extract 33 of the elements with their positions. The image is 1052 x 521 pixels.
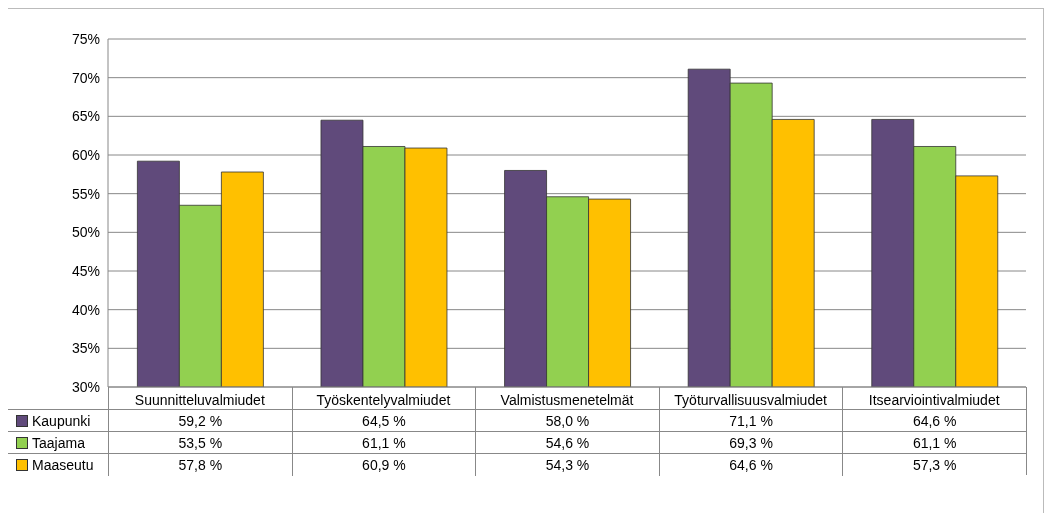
legend-label: Kaupunki <box>32 413 91 429</box>
data-label: 64,5 % <box>291 410 476 432</box>
y-tick-label: 35% <box>71 340 100 357</box>
data-label: 57,8 % <box>108 454 292 476</box>
data-label: 69,3 % <box>658 432 843 454</box>
y-tick-label: 55% <box>71 185 100 202</box>
data-label: 61,1 % <box>842 432 1026 454</box>
x-tick-label: Suunnitteluvalmiudet <box>134 391 265 408</box>
data-label: 54,3 % <box>475 454 659 476</box>
legend-label: Maaseutu <box>32 457 94 473</box>
y-tick-label: 30% <box>71 378 100 395</box>
y-tick-label: 40% <box>71 301 100 318</box>
y-tick-label: 50% <box>71 224 100 241</box>
data-label: 60,9 % <box>291 454 476 476</box>
y-tick-label: 70% <box>71 69 100 86</box>
data-label: 71,1 % <box>658 410 843 432</box>
data-label: 54,6 % <box>475 432 659 454</box>
data-label: 64,6 % <box>842 410 1026 432</box>
y-tick-label: 45% <box>71 262 100 279</box>
data-label: 64,6 % <box>658 454 843 476</box>
data-label: 58,0 % <box>475 410 659 432</box>
x-tick-label: Työturvallisuusvalmiudet <box>674 391 827 408</box>
y-tick-label: 60% <box>71 146 100 163</box>
x-tick-label: Itsearviointivalmiudet <box>868 391 1000 408</box>
x-tick-label: Valmistusmenetelmät <box>500 391 634 408</box>
data-label: 57,3 % <box>842 454 1026 476</box>
data-label: 61,1 % <box>291 432 476 454</box>
data-label: 59,2 % <box>108 410 292 432</box>
data-label: 53,5 % <box>108 432 292 454</box>
y-tick-label: 75% <box>71 30 100 47</box>
x-tick-label: Työskentelyvalmiudet <box>316 391 451 408</box>
legend-label: Taajama <box>32 435 85 451</box>
y-tick-label: 65% <box>71 108 100 125</box>
